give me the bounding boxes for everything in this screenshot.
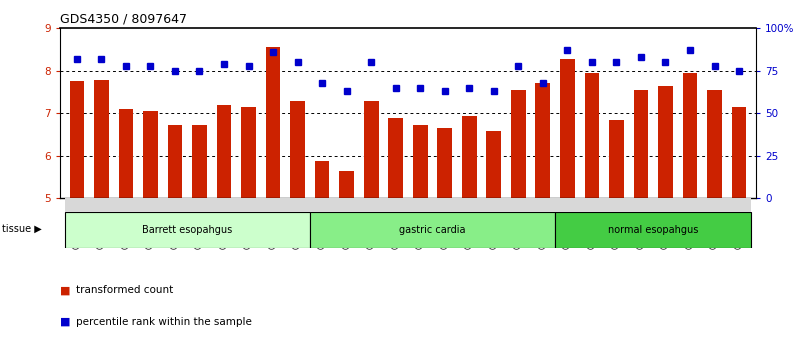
Bar [555,212,751,248]
Bar [609,120,624,198]
Bar [94,80,109,198]
Text: Barrett esopahgus: Barrett esopahgus [142,225,232,235]
Bar [364,101,379,198]
Bar [482,198,506,212]
Bar [727,198,751,212]
Bar [168,125,182,198]
Bar [114,198,139,212]
Bar [261,198,285,212]
Bar [217,105,232,198]
Text: GDS4350 / 8097647: GDS4350 / 8097647 [60,12,187,25]
Bar [285,198,310,212]
Bar [266,47,280,198]
Bar [732,107,747,198]
Bar [212,198,236,212]
Bar [707,90,722,198]
Bar [384,198,408,212]
Bar [629,198,654,212]
Bar [531,198,555,212]
Text: percentile rank within the sample: percentile rank within the sample [76,317,252,327]
Bar [702,198,727,212]
Bar [291,101,305,198]
Bar [310,212,555,248]
Bar [413,125,427,198]
Bar [555,198,579,212]
Bar [506,198,531,212]
Bar [432,198,457,212]
Bar [511,90,525,198]
Bar [634,90,648,198]
Bar [654,198,677,212]
Bar [64,212,310,248]
Bar [339,171,354,198]
Bar [192,125,207,198]
Bar [486,131,501,198]
Bar [69,81,84,198]
Bar [119,109,133,198]
Bar [683,73,697,198]
Bar [139,198,162,212]
Bar [187,198,212,212]
Bar [64,198,89,212]
Bar [579,198,604,212]
Bar [536,83,550,198]
Text: normal esopahgus: normal esopahgus [608,225,698,235]
Bar [310,198,334,212]
Text: ■: ■ [60,317,70,327]
Bar [560,59,575,198]
Bar [408,198,432,212]
Bar [584,73,599,198]
Bar [241,107,256,198]
Bar [143,111,158,198]
Bar [604,198,629,212]
Bar [162,198,187,212]
Bar [388,118,403,198]
Bar [677,198,702,212]
Bar [334,198,359,212]
Text: gastric cardia: gastric cardia [400,225,466,235]
Bar [462,116,477,198]
Bar [314,161,330,198]
Text: ■: ■ [60,285,70,295]
Text: tissue ▶: tissue ▶ [2,223,41,233]
Bar [236,198,261,212]
Bar [658,86,673,198]
Bar [359,198,384,212]
Bar [89,198,114,212]
Bar [457,198,482,212]
Text: transformed count: transformed count [76,285,173,295]
Bar [437,128,452,198]
